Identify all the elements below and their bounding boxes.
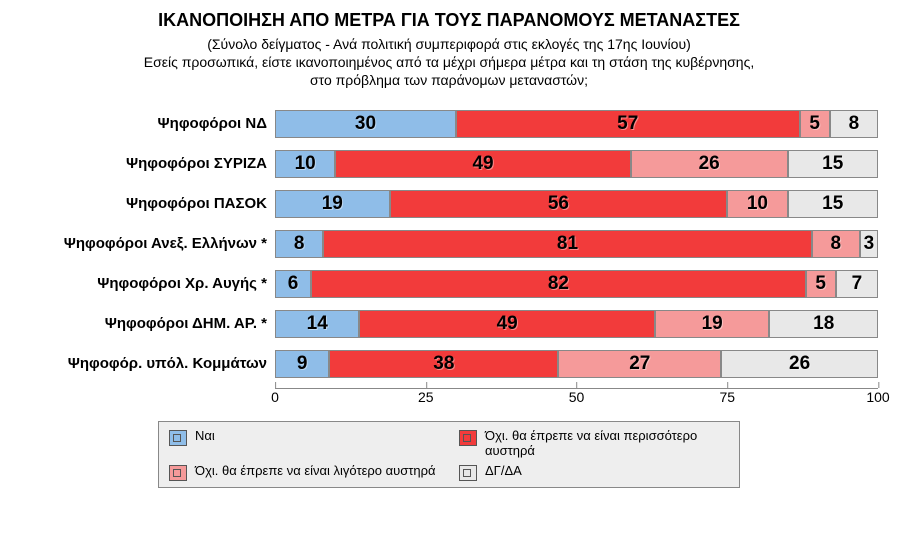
subtitle-line2: Εσείς προσωπικά, είστε ικανοποιημένος απ… — [144, 54, 754, 70]
bar-track: 68257 — [275, 270, 878, 298]
legend-text-yes: Ναι — [195, 428, 215, 444]
axis-tick: 50 — [569, 383, 585, 405]
chart-title: ΙΚΑΝΟΠΟΙΗΣΗ ΑΠΟ ΜΕΤΡΑ ΓΙΑ ΤΟΥΣ ΠΑΡΑΝΟΜΟΥ… — [20, 10, 878, 31]
bar-segment-dk: 15 — [788, 190, 878, 218]
bar-segment-no_more: 81 — [323, 230, 811, 258]
bar-segment-dk: 8 — [830, 110, 878, 138]
bar-segment-yes: 6 — [275, 270, 311, 298]
row-label: Ψηφοφόροι ΝΔ — [20, 115, 275, 132]
bar-segment-no_more: 82 — [311, 270, 805, 298]
bar-segment-dk: 26 — [721, 350, 878, 378]
row-label: Ψηφοφόροι Ανεξ. Ελλήνων * — [20, 235, 275, 252]
bar-row: Ψηφοφόρ. υπόλ. Κομμάτων9382726 — [20, 344, 878, 384]
bar-segment-yes: 19 — [275, 190, 390, 218]
swatch-yes — [169, 430, 187, 446]
bar-segment-no_more: 56 — [390, 190, 728, 218]
swatch-dk — [459, 465, 477, 481]
row-label: Ψηφοφόροι ΠΑΣΟΚ — [20, 195, 275, 212]
legend-item-yes: Ναι — [169, 428, 439, 459]
bar-segment-dk: 15 — [788, 150, 878, 178]
legend-item-no-more: Όχι. θα έπρεπε να είναι περισσότερο αυστ… — [459, 428, 729, 459]
bar-segment-dk: 7 — [836, 270, 878, 298]
bar-segment-no_more: 49 — [335, 150, 630, 178]
legend-item-no-less: Όχι. θα έπρεπε να είναι λιγότερο αυστηρά — [169, 463, 439, 481]
bar-row: Ψηφοφόροι ΣΥΡΙΖΑ10492615 — [20, 144, 878, 184]
bar-segment-no_more: 57 — [456, 110, 800, 138]
bar-track: 305758 — [275, 110, 878, 138]
row-label: Ψηφοφόροι Χρ. Αυγής * — [20, 275, 275, 292]
bar-segment-dk: 18 — [769, 310, 878, 338]
bar-row: Ψηφοφόροι ΝΔ305758 — [20, 104, 878, 144]
swatch-no-more — [459, 430, 477, 446]
axis-tick: 100 — [866, 383, 889, 405]
bar-segment-no_less: 27 — [558, 350, 721, 378]
bar-row: Ψηφοφόροι Χρ. Αυγής *68257 — [20, 264, 878, 304]
bar-track: 9382726 — [275, 350, 878, 378]
bar-segment-no_less: 8 — [812, 230, 860, 258]
bar-segment-yes: 10 — [275, 150, 335, 178]
bar-segment-no_more: 49 — [359, 310, 654, 338]
chart-subtitle: (Σύνολο δείγματος - Ανά πολιτική συμπερι… — [20, 35, 878, 90]
axis-tick: 0 — [271, 383, 279, 405]
bar-track: 19561015 — [275, 190, 878, 218]
swatch-no-less — [169, 465, 187, 481]
bar-track: 10492615 — [275, 150, 878, 178]
bar-segment-yes: 14 — [275, 310, 359, 338]
x-axis: 0255075100 — [20, 388, 878, 413]
bar-track: 88183 — [275, 230, 878, 258]
legend-item-dk: ΔΓ/ΔΑ — [459, 463, 729, 481]
bar-segment-no_less: 5 — [806, 270, 836, 298]
axis-tick: 25 — [418, 383, 434, 405]
bar-segment-no_less: 10 — [727, 190, 787, 218]
subtitle-line3: στο πρόβλημα των παράνομων μεταναστών; — [310, 72, 588, 88]
bar-segment-yes: 9 — [275, 350, 329, 378]
bar-segment-no_less: 26 — [631, 150, 788, 178]
bar-segment-yes: 8 — [275, 230, 323, 258]
bar-row: Ψηφοφόροι Ανεξ. Ελλήνων *88183 — [20, 224, 878, 264]
bar-track: 14491918 — [275, 310, 878, 338]
bar-segment-yes: 30 — [275, 110, 456, 138]
legend-text-dk: ΔΓ/ΔΑ — [485, 463, 522, 479]
bar-row: Ψηφοφόροι ΠΑΣΟΚ19561015 — [20, 184, 878, 224]
bar-row: Ψηφοφόροι ΔΗΜ. ΑΡ. *14491918 — [20, 304, 878, 344]
row-label: Ψηφοφόροι ΔΗΜ. ΑΡ. * — [20, 315, 275, 332]
legend-text-no-more: Όχι. θα έπρεπε να είναι περισσότερο αυστ… — [485, 428, 729, 459]
subtitle-line1: (Σύνολο δείγματος - Ανά πολιτική συμπερι… — [207, 36, 691, 52]
bar-segment-no_less: 5 — [800, 110, 830, 138]
row-label: Ψηφοφόροι ΣΥΡΙΖΑ — [20, 155, 275, 172]
axis-tick: 75 — [719, 383, 735, 405]
bar-segment-no_more: 38 — [329, 350, 558, 378]
row-label: Ψηφοφόρ. υπόλ. Κομμάτων — [20, 355, 275, 372]
bar-rows: Ψηφοφόροι ΝΔ305758Ψηφοφόροι ΣΥΡΙΖΑ104926… — [20, 104, 878, 384]
chart-container: ΙΚΑΝΟΠΟΙΗΣΗ ΑΠΟ ΜΕΤΡΑ ΓΙΑ ΤΟΥΣ ΠΑΡΑΝΟΜΟΥ… — [0, 0, 898, 508]
legend-text-no-less: Όχι. θα έπρεπε να είναι λιγότερο αυστηρά — [195, 463, 436, 479]
bar-segment-no_less: 19 — [655, 310, 770, 338]
legend: Ναι Όχι. θα έπρεπε να είναι περισσότερο … — [158, 421, 740, 488]
bar-segment-dk: 3 — [860, 230, 878, 258]
